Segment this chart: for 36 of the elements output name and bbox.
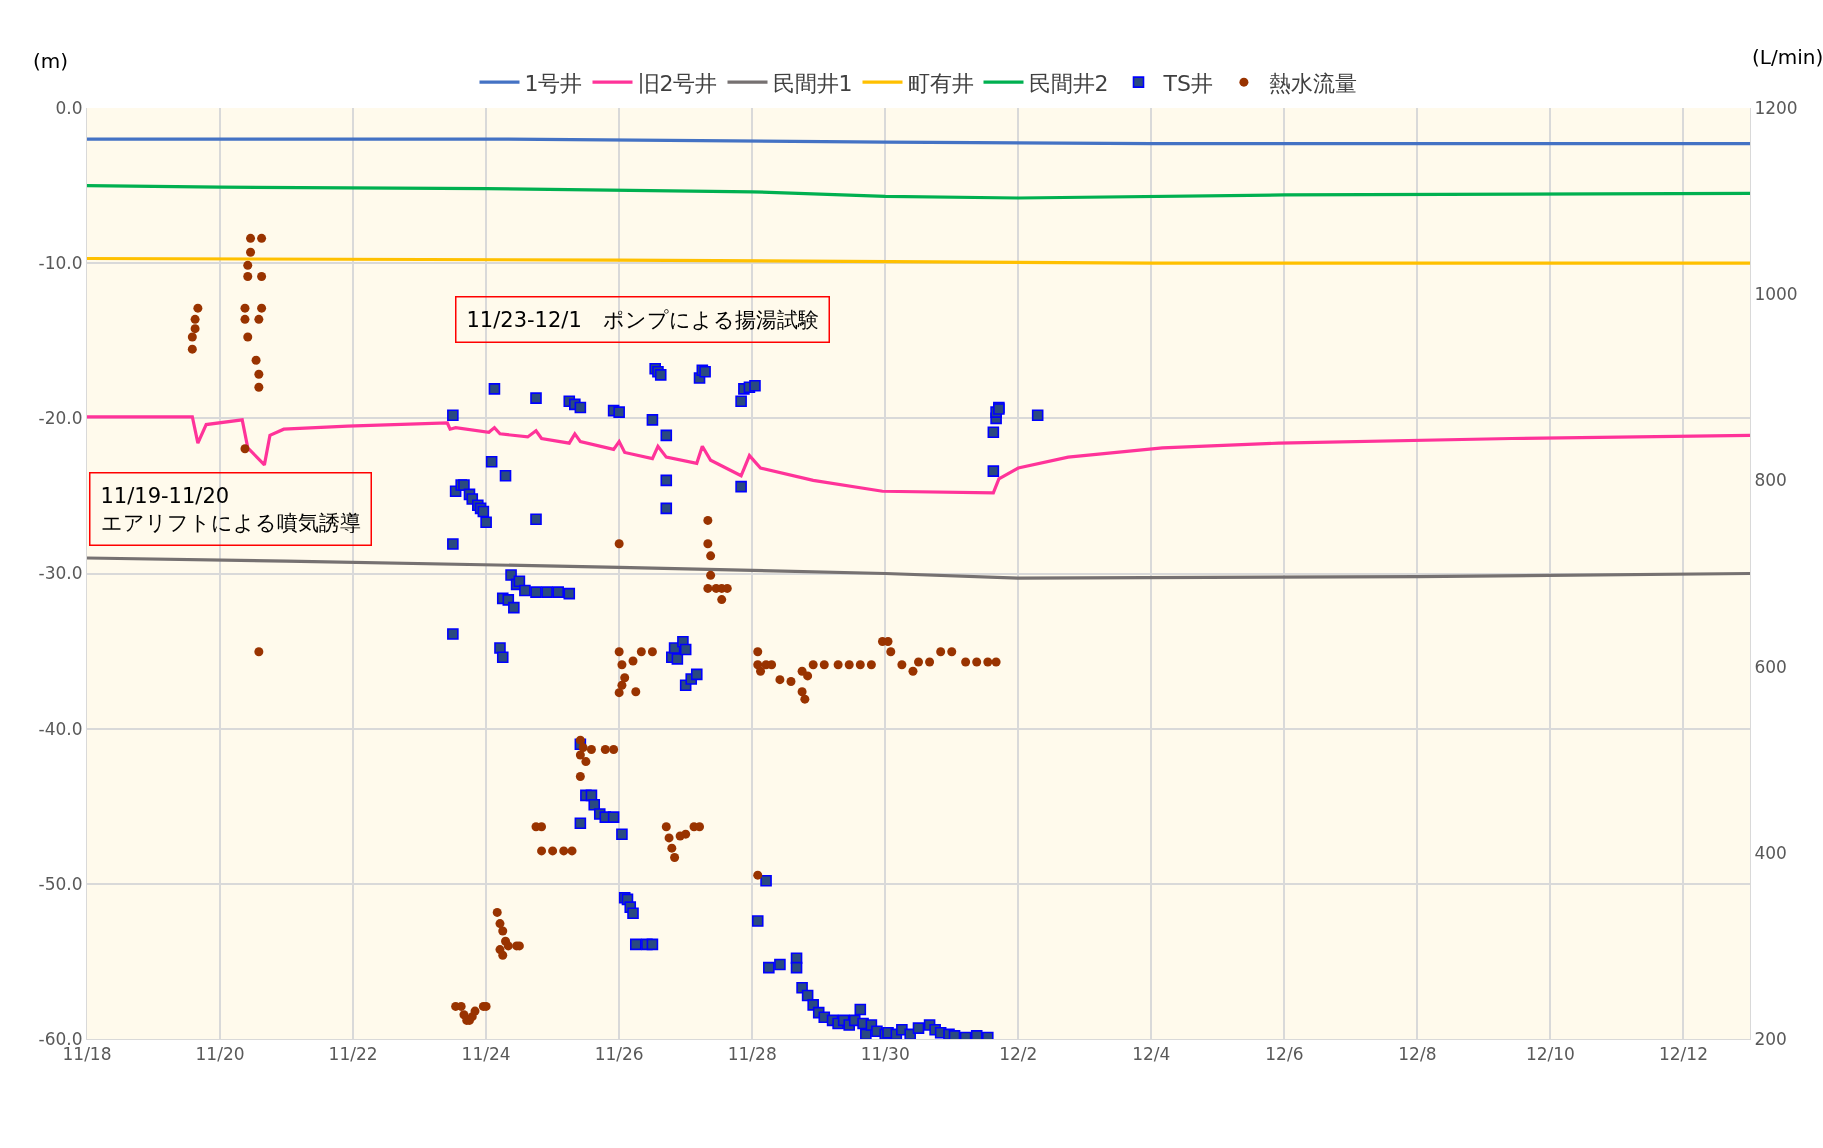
y2-tick-label: 400 [1754,842,1787,863]
y-tick-label: -20.0 [38,408,83,429]
y-tick-label: 0.0 [55,97,83,118]
x-tick-label: 12/10 [1525,1044,1575,1065]
x-tick-label: 11/26 [594,1044,644,1065]
x-tick-label: 12/6 [1265,1044,1304,1065]
annotation: 11/19-11/20 エアリフトによる噴気誘導 [100,483,361,535]
annotation: 11/23-12/1 ポンプによる揚湯試験 [466,307,819,332]
x-tick-label: 12/8 [1398,1044,1437,1065]
x-tick-label: 11/24 [461,1044,511,1065]
x-tick-label: 11/22 [328,1044,378,1065]
legend-label: 1号井 [524,70,583,96]
y2-tick-label: 1200 [1754,97,1798,118]
legend-label: 熱水流量 [1268,70,1357,96]
y-axis-title: (m) [33,49,69,73]
x-tick-label: 12/12 [1658,1044,1708,1065]
y-tick-label: -30.0 [38,563,83,584]
x-tick-label: 11/30 [860,1044,910,1065]
x-tick-label: 12/4 [1132,1044,1171,1065]
legend-label: 旧2号井 [637,70,718,96]
y2-tick-label: 200 [1754,1028,1787,1049]
y-tick-label: -10.0 [38,253,83,274]
x-tick-label: 11/18 [62,1044,112,1065]
x-tick-label: 12/2 [999,1044,1038,1065]
y2-tick-label: 800 [1754,470,1787,491]
y-tick-label: -50.0 [38,873,83,894]
legend-label: 民間井2 [1028,70,1109,96]
legend-label: 民間井1 [772,70,853,96]
legend-label: 町有井 [907,70,974,96]
x-tick-label: 11/28 [727,1044,777,1065]
y2-tick-label: 1000 [1754,284,1798,305]
y-tick-label: -40.0 [38,718,83,739]
x-tick-label: 11/20 [195,1044,245,1065]
y2-axis-title: (L/min) [1752,45,1823,69]
legend-label: TS井 [1162,70,1213,96]
y2-tick-label: 600 [1754,656,1787,677]
